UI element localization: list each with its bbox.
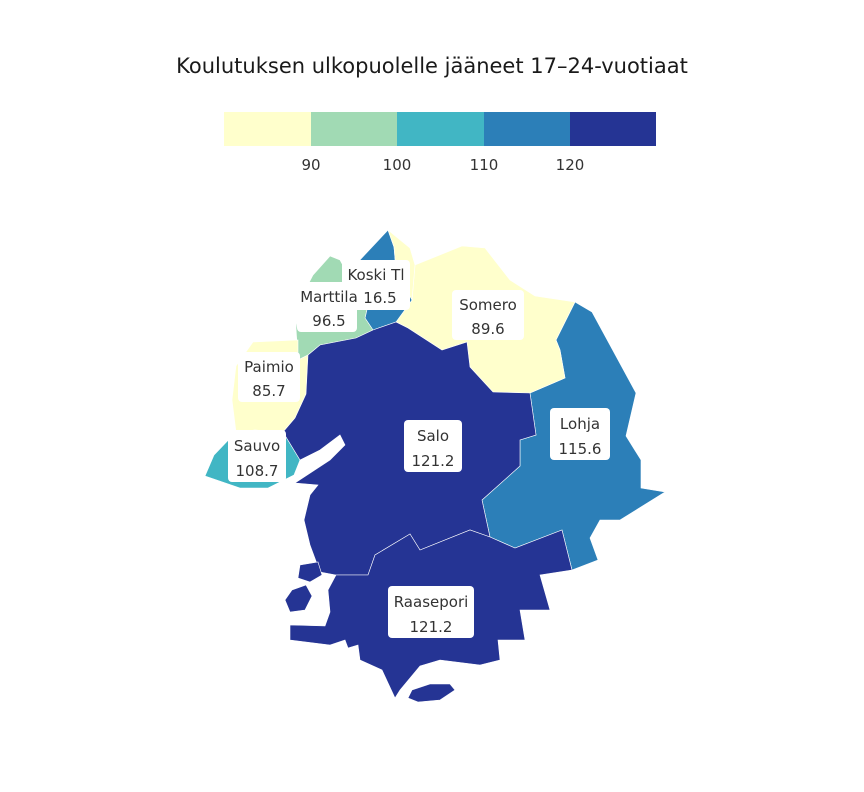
label-koski-tl-value: 16.5 (363, 289, 396, 307)
legend-bin-2 (311, 112, 397, 146)
map-title: Koulutuksen ulkopuolelle jääneet 17–24-v… (176, 54, 688, 78)
label-lohja-value: 115.6 (559, 440, 602, 458)
region-raasepori-island-1[interactable] (297, 561, 323, 583)
legend-bin-5 (570, 112, 656, 146)
region-raasepori-island-2[interactable] (284, 584, 313, 613)
label-raasepori-value: 121.2 (410, 618, 453, 636)
label-raasepori-box (388, 586, 474, 638)
label-marttila: Marttila 96.5 (297, 282, 358, 332)
label-lohja-box (550, 408, 610, 460)
label-salo-box (404, 420, 462, 472)
legend-bin-1 (224, 112, 311, 146)
label-sauvo-box (228, 430, 286, 482)
label-paimio-box (238, 352, 300, 402)
color-legend: 90 100 110 120 (224, 112, 656, 174)
region-raasepori-island-3[interactable] (407, 683, 456, 703)
label-marttila-value: 96.5 (312, 312, 345, 330)
label-somero-value: 89.6 (471, 320, 504, 338)
label-sauvo: Sauvo 108.7 (228, 430, 286, 482)
label-salo-value: 121.2 (412, 452, 455, 470)
legend-tick-120: 120 (556, 156, 585, 174)
legend-tick-90: 90 (301, 156, 320, 174)
label-salo: Salo 121.2 (404, 420, 462, 472)
legend-tick-100: 100 (383, 156, 412, 174)
label-koski-tl-box (342, 260, 410, 310)
label-salo-name: Salo (417, 427, 449, 445)
label-koski-tl-name: Koski Tl (347, 266, 404, 284)
label-raasepori-name: Raasepori (394, 593, 469, 611)
label-lohja-name: Lohja (560, 415, 600, 433)
label-sauvo-name: Sauvo (234, 437, 280, 455)
label-sauvo-value: 108.7 (236, 462, 279, 480)
label-somero-name: Somero (459, 296, 517, 314)
label-marttila-box (297, 282, 357, 332)
legend-bin-4 (484, 112, 570, 146)
label-koski-tl: Koski Tl 16.5 (342, 260, 410, 310)
legend-bin-3 (397, 112, 484, 146)
label-marttila-name: Marttila (300, 288, 358, 306)
label-somero-box (452, 290, 524, 340)
label-paimio-value: 85.7 (252, 382, 285, 400)
label-paimio: Paimio 85.7 (238, 352, 300, 402)
legend-tick-110: 110 (470, 156, 499, 174)
label-lohja: Lohja 115.6 (550, 408, 610, 460)
label-somero: Somero 89.6 (452, 290, 524, 340)
label-raasepori: Raasepori 121.2 (388, 586, 474, 638)
region-labels: Koski Tl 16.5 Marttila 96.5 Somero 89.6 … (228, 260, 610, 638)
label-paimio-name: Paimio (244, 358, 294, 376)
